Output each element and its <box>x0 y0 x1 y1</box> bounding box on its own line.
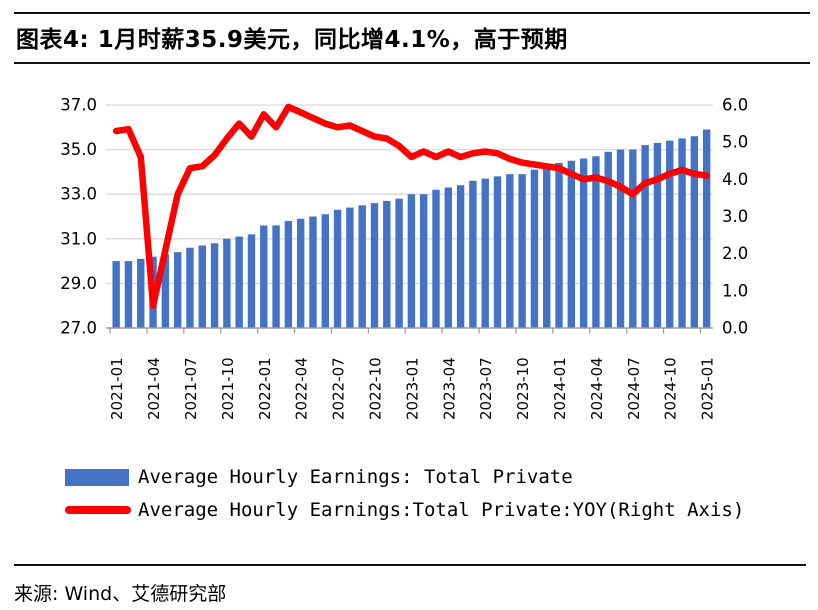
yoy-line <box>112 103 710 309</box>
earnings-bar <box>346 207 354 328</box>
earnings-bar <box>690 136 699 328</box>
x-axis-label: 2024-04 <box>588 357 606 420</box>
earnings-bar <box>666 140 674 328</box>
earnings-bar <box>616 149 625 328</box>
earnings-bar <box>358 205 366 328</box>
earnings-bar <box>530 169 539 328</box>
earnings-bar <box>469 180 477 328</box>
earnings-bar <box>407 194 416 328</box>
source-text: 来源: Wind、艾德研究部 <box>14 583 227 605</box>
x-axis-label: 2022-01 <box>256 357 274 420</box>
y-axis-label-left: 29.0 <box>60 274 97 293</box>
earnings-bar <box>124 261 133 328</box>
y-axis-label-right: 6.0 <box>722 96 748 115</box>
x-axis-label: 2024-07 <box>625 357 643 420</box>
x-axis-label: 2023-10 <box>514 357 532 420</box>
earnings-bar <box>444 187 453 328</box>
earnings-bar <box>370 203 379 328</box>
earnings-bar <box>543 167 551 328</box>
earnings-bar <box>678 138 686 328</box>
y-axis-label-right: 3.0 <box>722 207 748 226</box>
x-axis-label: 2022-07 <box>330 357 348 420</box>
earnings-bar <box>383 200 391 328</box>
earnings-bar <box>506 174 514 328</box>
earnings-bar <box>137 258 145 328</box>
earnings-bar <box>186 247 194 328</box>
x-axis-label: 2025-01 <box>699 357 717 420</box>
earnings-bar <box>333 209 342 328</box>
y-axis-label-right: 5.0 <box>722 133 748 152</box>
legend-row-bars: Average Hourly Earnings: Total Private <box>65 466 744 488</box>
earnings-bar <box>493 176 502 328</box>
x-axis-label: 2021-04 <box>145 357 163 420</box>
y-axis-label-left: 35.0 <box>60 140 97 159</box>
earnings-bar <box>567 160 576 328</box>
y-axis-label-left: 37.0 <box>60 96 97 115</box>
earnings-bar <box>395 198 403 328</box>
y-axis-label-left: 31.0 <box>60 229 97 248</box>
earnings-bar <box>309 216 317 328</box>
earnings-bar <box>284 220 293 328</box>
y-axis-label-right: 2.0 <box>722 244 748 263</box>
chart-svg: 37.0 35.0 33.0 31.0 29.0 27.0 6.0 5.0 4.0 3.0 2.0 1… <box>60 96 748 421</box>
earnings-bar <box>272 225 280 328</box>
x-axis-label: 2023-01 <box>403 357 421 420</box>
y-axis-label-right: 4.0 <box>722 170 748 189</box>
earnings-bar <box>296 218 305 328</box>
earnings-bar <box>161 254 170 328</box>
x-axis-label: 2023-07 <box>477 357 495 420</box>
source-block: 来源: Wind、艾德研究部 <box>14 564 806 606</box>
earnings-bar <box>555 162 563 328</box>
x-axis-label: 2022-04 <box>293 357 311 420</box>
earnings-bar <box>592 156 600 328</box>
x-axis-label: 2024-01 <box>551 357 569 420</box>
earnings-bar <box>198 245 206 328</box>
bar-series-swatch <box>65 468 129 486</box>
earnings-bar <box>223 238 231 328</box>
line-series-label: Average Hourly Earnings:Total Private:YO… <box>138 499 745 521</box>
x-axis-label: 2021-07 <box>182 357 200 420</box>
y-axis-label-left: 27.0 <box>60 319 97 338</box>
earnings-bar <box>210 243 219 328</box>
earnings-bar <box>247 234 256 328</box>
earnings-bar <box>629 149 637 328</box>
y-axis-label-right: 0.0 <box>722 319 748 338</box>
y-axis-label-left: 33.0 <box>60 185 97 204</box>
x-axis-label: 2022-10 <box>367 357 385 420</box>
figure-title: 图表4: 1月时薪35.9美元，同比增4.1%，高于预期 <box>16 27 568 53</box>
earnings-bar <box>173 252 182 328</box>
earnings-bar <box>420 194 428 328</box>
earnings-bar <box>235 236 243 328</box>
bar-series-label: Average Hourly Earnings: Total Private <box>138 466 573 488</box>
chart-area: 37.0 35.0 33.0 31.0 29.0 27.0 6.0 5.0 4.0 3.0 2.0 1… <box>60 96 748 421</box>
earnings-bar <box>456 185 465 328</box>
chart-legend: Average Hourly Earnings: Total Private A… <box>65 466 744 532</box>
earnings-bar <box>321 214 329 328</box>
earnings-bar <box>112 261 120 328</box>
earnings-bar <box>260 225 268 328</box>
earnings-bar <box>432 189 440 328</box>
earnings-bar <box>518 174 526 328</box>
x-axis-label: 2024-10 <box>662 357 680 420</box>
x-axis-label: 2021-01 <box>108 357 126 420</box>
earnings-bar <box>653 142 662 328</box>
legend-row-line: Average Hourly Earnings:Total Private:YO… <box>65 499 744 521</box>
earnings-bar <box>481 178 489 328</box>
earnings-bar <box>579 158 588 328</box>
x-axis-label: 2021-10 <box>219 357 237 420</box>
earnings-bar <box>604 151 612 328</box>
earnings-bar <box>641 145 649 328</box>
earnings-bar <box>702 129 711 328</box>
x-axis-label: 2023-04 <box>440 357 458 420</box>
figure-title-block: 图表4: 1月时薪35.9美元，同比增4.1%，高于预期 <box>14 12 810 64</box>
line-series-swatch <box>65 506 131 514</box>
y-axis-label-right: 1.0 <box>722 281 748 300</box>
